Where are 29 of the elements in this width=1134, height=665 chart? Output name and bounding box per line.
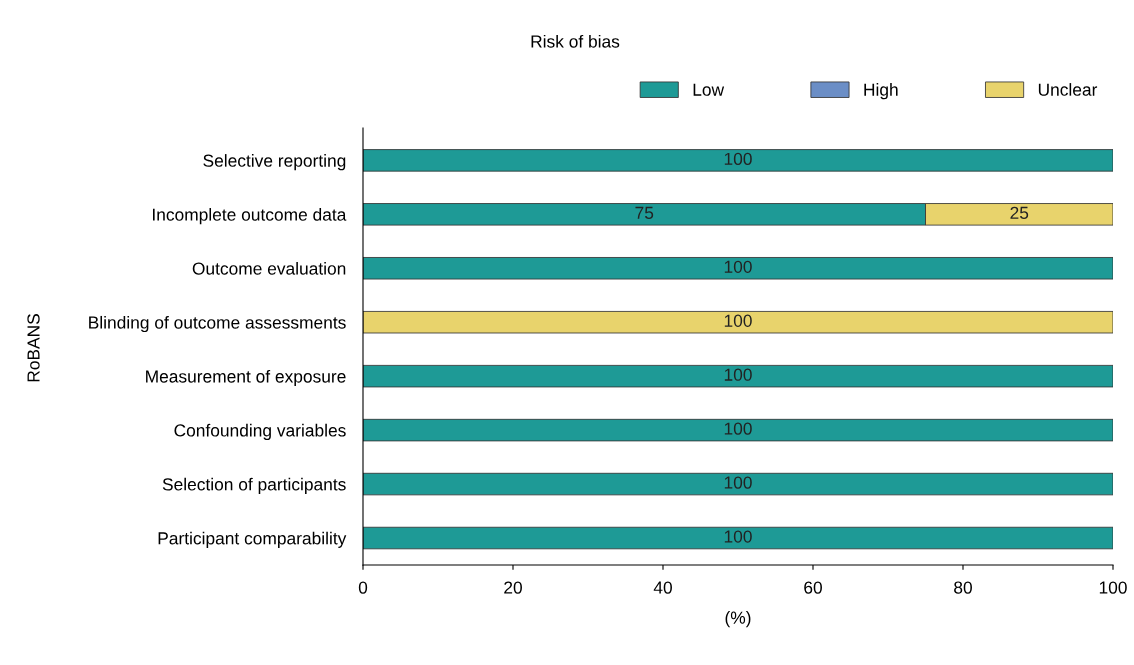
- x-tick-label: 40: [653, 581, 672, 594]
- data-label: 100: [724, 368, 752, 381]
- data-label: 100: [724, 314, 752, 327]
- x-tick-label: 60: [804, 581, 822, 594]
- x-tick-label: 80: [954, 581, 972, 594]
- data-label: 100: [724, 422, 752, 435]
- data-label: 100: [724, 476, 752, 489]
- x-axis-title: (%): [725, 611, 751, 628]
- x-tick-label: 100: [1099, 581, 1127, 594]
- y-axis-title: RoBANS: [27, 314, 40, 382]
- data-label: 100: [724, 530, 752, 543]
- y-tick-label: Outcome evaluation: [192, 261, 346, 275]
- y-tick-label: Selective reporting: [203, 154, 346, 171]
- y-tick-label: Confounding variables: [174, 423, 346, 441]
- data-label: 100: [724, 260, 752, 273]
- y-tick-label: Participant comparability: [158, 531, 347, 548]
- chart-title: Risk of bias: [531, 34, 620, 48]
- y-tick-label: Measurement of exposure: [146, 369, 346, 387]
- data-label: 25: [1010, 206, 1029, 219]
- y-tick-label: Incomplete outcome data: [153, 208, 347, 225]
- data-label: 100: [724, 152, 752, 166]
- legend-label: Unclear: [1038, 83, 1098, 96]
- x-tick-label: 20: [504, 581, 522, 594]
- data-label: 75: [635, 206, 654, 219]
- legend-label: Low: [693, 83, 725, 96]
- x-tick-label: 0: [358, 581, 368, 594]
- legend-label: High: [864, 83, 898, 100]
- y-tick-label: Blinding of outcome assessments: [89, 315, 346, 333]
- y-tick-label: Selection of participants: [162, 477, 346, 494]
